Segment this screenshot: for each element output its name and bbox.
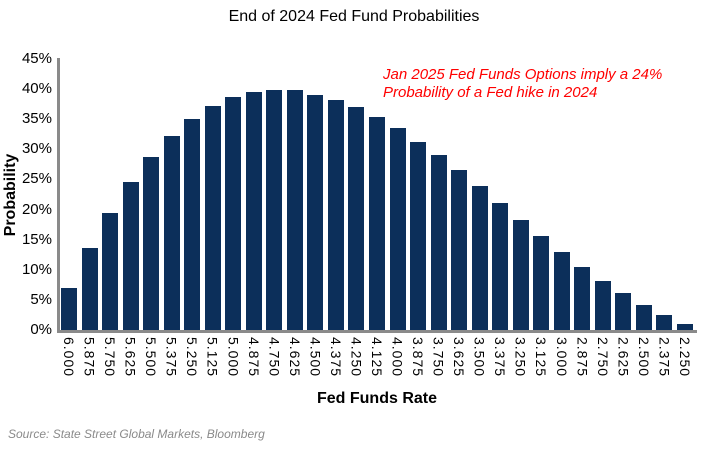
- bar-4.625: [286, 90, 303, 330]
- bar-3.000: [553, 251, 570, 330]
- y-tick-label: 0%: [30, 321, 52, 338]
- x-tick-label: 4.000: [389, 337, 406, 378]
- bar-5.000: [225, 96, 242, 330]
- x-tick-label: 4.500: [307, 337, 324, 378]
- bar-5.875: [81, 247, 98, 330]
- x-tick-label: 6.000: [61, 337, 77, 378]
- y-tick-label: 20%: [21, 200, 52, 218]
- bar-3.875: [410, 141, 427, 330]
- bar-2.375: [656, 314, 673, 330]
- annotation-text: Jan 2025 Fed Funds Options imply a 24% P…: [383, 66, 683, 102]
- annotation-line-1: Jan 2025 Fed Funds Options imply a 24%: [383, 66, 663, 83]
- x-tick-label: 5.250: [184, 337, 201, 378]
- bar-2.875: [574, 266, 591, 330]
- x-tick-label: 2.375: [656, 337, 673, 378]
- x-tick-label: 5.500: [143, 337, 160, 378]
- y-tick-label: 25%: [21, 170, 52, 188]
- bar-5.125: [204, 106, 221, 330]
- x-tick-label: 3.375: [492, 337, 509, 378]
- bar-3.125: [533, 235, 550, 330]
- x-tick-label: 4.125: [368, 337, 385, 378]
- bars: [60, 59, 694, 330]
- x-tick-label: 5.750: [102, 337, 119, 378]
- x-tick-label: 2.250: [676, 337, 693, 378]
- x-tick-label: 5.625: [122, 337, 139, 378]
- x-tick-label: 2.750: [594, 337, 611, 378]
- y-tick-label: 10%: [21, 260, 52, 278]
- x-tick-label: 3.625: [451, 337, 468, 378]
- bar-3.500: [471, 186, 488, 330]
- bar-3.750: [430, 155, 447, 330]
- bar-3.625: [451, 170, 468, 330]
- bar-4.500: [307, 94, 324, 330]
- x-tick-label: 3.000: [553, 337, 570, 378]
- bar-4.000: [389, 128, 406, 330]
- bar-4.125: [368, 116, 385, 330]
- x-tick-label: 4.625: [286, 337, 303, 378]
- x-tick-label: 3.125: [533, 337, 550, 378]
- x-tick-label: 5.375: [163, 337, 180, 378]
- x-tick-label: 4.250: [348, 337, 365, 378]
- bar-4.750: [266, 89, 283, 330]
- bar-4.375: [327, 100, 344, 330]
- bar-2.250: [676, 324, 693, 330]
- x-tick-label: 4.750: [266, 337, 283, 378]
- bar-3.375: [492, 202, 509, 330]
- x-tick-label: 4.875: [245, 337, 262, 378]
- x-tick-label: 5.125: [204, 337, 221, 378]
- x-tick-label: 3.875: [410, 337, 427, 378]
- x-tick-label: 3.500: [471, 337, 488, 378]
- chart-title: End of 2024 Fed Fund Probabilities: [228, 8, 480, 25]
- source-note: Source: State Street Global Markets, Blo…: [8, 427, 265, 441]
- y-tick-label: 5%: [30, 290, 52, 308]
- bar-2.500: [635, 305, 652, 330]
- bar-5.375: [163, 136, 180, 330]
- x-tick-label: 2.500: [635, 337, 652, 378]
- x-axis-line: [57, 330, 697, 333]
- y-axis-line: [57, 58, 60, 333]
- bar-3.250: [512, 219, 529, 330]
- x-tick-labels: 6.000 5.875 5.750 5.625 5.500 5.375 5.250 5.125…: [60, 337, 694, 387]
- x-tick-label: 3.750: [430, 337, 447, 378]
- x-tick-label: 5.000: [225, 337, 242, 378]
- x-tick-label: 2.625: [615, 337, 632, 378]
- y-tick-label: 40%: [21, 80, 52, 98]
- bar-5.625: [122, 181, 139, 330]
- bar-4.250: [348, 107, 365, 330]
- bar-4.875: [245, 92, 262, 330]
- x-tick-label: 4.375: [327, 337, 344, 378]
- y-tick-label: 30%: [21, 140, 52, 158]
- y-tick-label: 45%: [21, 50, 52, 67]
- bar-2.750: [594, 280, 611, 330]
- annotation-line-2: Probability of a Fed hike in 2024: [383, 84, 598, 101]
- x-axis-title: Fed Funds Rate: [316, 390, 437, 407]
- y-tick-label: 35%: [21, 110, 52, 128]
- y-tick-label: 15%: [21, 230, 52, 248]
- x-tick-label: 3.250: [512, 337, 529, 378]
- bar-5.750: [102, 213, 119, 330]
- bar-2.625: [615, 293, 632, 330]
- bar-5.250: [184, 118, 201, 330]
- bar-5.500: [143, 157, 160, 330]
- x-tick-label: 2.875: [574, 337, 591, 378]
- bar-6.000: [61, 287, 77, 330]
- x-tick-label: 5.875: [81, 337, 98, 378]
